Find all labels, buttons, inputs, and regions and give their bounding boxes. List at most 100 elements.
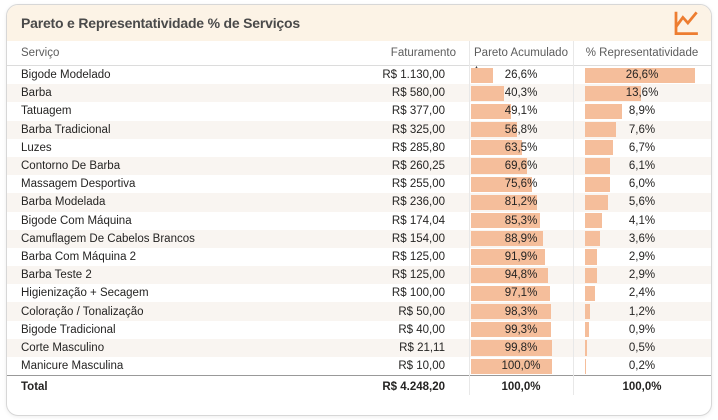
- revenue-cell: R$ 154,00: [391, 232, 445, 245]
- table-row[interactable]: Barba Modelada R$ 236,00 81,2% 5,6%: [7, 193, 711, 212]
- share-data-bar: [585, 358, 586, 374]
- table-row[interactable]: Luzes R$ 285,80 63,5% 6,7%: [7, 139, 711, 157]
- pareto-cell: 88,9%: [469, 230, 573, 248]
- pareto-cell: 56,8%: [469, 121, 573, 139]
- revenue-cell: R$ 100,00: [391, 287, 445, 300]
- pareto-value: 94,8%: [504, 269, 538, 282]
- column-header-revenue[interactable]: Faturamento: [390, 47, 456, 59]
- revenue-cell: R$ 174,04: [391, 214, 445, 227]
- revenue-cell: R$ 580,00: [391, 87, 445, 100]
- share-cell: 1,2%: [573, 302, 711, 320]
- total-pareto-value: 100,0%: [501, 380, 541, 393]
- pareto-cell: 99,3%: [469, 321, 573, 339]
- table-row[interactable]: Bigode Com Máquina R$ 174,04 85,3% 4,1%: [7, 212, 711, 230]
- table-row[interactable]: Camuflagem De Cabelos Brancos R$ 154,00 …: [7, 229, 711, 248]
- table-row[interactable]: Corte Masculino R$ 21,11 99,8% 0,5%: [7, 338, 711, 357]
- pareto-cell: 85,3%: [469, 212, 573, 230]
- share-data-bar: [585, 303, 590, 320]
- pareto-cell: 40,3%: [469, 84, 573, 102]
- pareto-cell: 98,3%: [469, 302, 573, 320]
- pareto-cell: 94,8%: [469, 266, 573, 284]
- share-data-bar: [585, 85, 642, 101]
- service-cell: Higienização + Secagem: [21, 287, 149, 300]
- share-data-bar: [585, 176, 610, 192]
- table-row[interactable]: Barba Teste 2 R$ 125,00 94,8% 2,9%: [7, 266, 711, 285]
- share-data-bar: [585, 140, 613, 156]
- share-value: 8,9%: [628, 105, 656, 118]
- share-value: 3,6%: [628, 232, 656, 245]
- share-value: 6,1%: [628, 160, 656, 173]
- pareto-value: 100,0%: [501, 360, 541, 373]
- share-value: 2,9%: [628, 250, 656, 263]
- pareto-value: 63,5%: [504, 141, 538, 154]
- share-cell: 8,9%: [573, 102, 711, 120]
- pareto-value: 26,6%: [504, 69, 538, 82]
- column-header-share[interactable]: % Representatividade: [585, 47, 699, 59]
- share-cell: 4,1%: [573, 212, 711, 230]
- share-value: 7,6%: [628, 123, 656, 136]
- total-row: Total R$ 4.248,20 100,0% 100,0%: [7, 375, 711, 397]
- service-cell: Barba Modelada: [21, 196, 106, 209]
- table-row[interactable]: Barba R$ 580,00 40,3% 13,6%: [7, 84, 711, 103]
- service-cell: Manicure Masculina: [21, 360, 124, 373]
- pareto-data-bar: [471, 231, 543, 247]
- table-row[interactable]: Tatuagem R$ 377,00 49,1% 8,9%: [7, 102, 711, 120]
- table-row[interactable]: Coloração / Tonalização R$ 50,00 98,3% 1…: [7, 302, 711, 321]
- column-header-service[interactable]: Serviço: [21, 47, 60, 59]
- title-bar: Pareto e Representatividade % de Serviço…: [7, 5, 711, 41]
- pareto-data-bar: [471, 267, 548, 283]
- share-cell: 6,1%: [573, 157, 711, 175]
- pareto-cell: 49,1%: [469, 102, 573, 120]
- pareto-data-bar: [471, 140, 523, 156]
- share-cell: 2,9%: [573, 266, 711, 284]
- share-data-bar: [585, 122, 617, 138]
- revenue-cell: R$ 125,00: [391, 250, 445, 263]
- table-row[interactable]: Contorno De Barba R$ 260,25 69,6% 6,1%: [7, 156, 711, 176]
- table-row[interactable]: Bigode Tradicional R$ 40,00 99,3% 0,9%: [7, 321, 711, 339]
- column-header-pareto[interactable]: Pareto Acumulado ▲: [469, 41, 573, 72]
- pareto-data-bar: [471, 85, 504, 101]
- service-cell: Barba Com Máquina 2: [21, 250, 137, 263]
- table-row[interactable]: Manicure Masculina R$ 10,00 100,0% 0,2%: [7, 357, 711, 375]
- pareto-data-bar: [471, 285, 550, 301]
- service-cell: Barba: [21, 87, 52, 100]
- share-data-bar: [585, 67, 695, 83]
- pareto-value: 97,1%: [504, 287, 538, 300]
- revenue-cell: R$ 10,00: [398, 360, 445, 373]
- pareto-cell: 91,9%: [469, 248, 573, 266]
- share-data-bar: [585, 158, 611, 174]
- pareto-cell: 69,6%: [469, 157, 573, 175]
- table-row[interactable]: Higienização + Secagem R$ 100,00 97,1% 2…: [7, 284, 711, 302]
- table-row[interactable]: Bigode Modelado R$ 1.130,00 26,6% 26,6%: [7, 66, 711, 84]
- share-cell: 6,7%: [573, 139, 711, 157]
- table-header-row: Serviço Faturamento Pareto Acumulado ▲ %…: [7, 41, 711, 72]
- share-data-bar: [585, 285, 595, 301]
- share-cell: 2,4%: [573, 284, 711, 302]
- share-data-bar: [585, 340, 588, 356]
- total-pareto: 100,0%: [469, 376, 573, 397]
- share-cell: 0,5%: [573, 339, 711, 357]
- pareto-data-bar: [471, 322, 552, 338]
- pareto-data-bar: [471, 340, 552, 356]
- table-row[interactable]: Massagem Desportiva R$ 255,00 75,6% 6,0%: [7, 175, 711, 193]
- total-share-value: 100,0%: [622, 380, 662, 393]
- share-value: 6,7%: [628, 141, 656, 154]
- share-cell: 2,9%: [573, 248, 711, 266]
- pareto-data-bar: [471, 194, 537, 210]
- pareto-data-bar: [471, 158, 528, 174]
- pareto-value: 75,6%: [504, 178, 538, 191]
- total-share: 100,0%: [573, 376, 711, 397]
- table-row[interactable]: Barba Tradicional R$ 325,00 56,8% 7,6%: [7, 120, 711, 139]
- revenue-cell: R$ 377,00: [391, 105, 445, 118]
- total-label: Total: [21, 380, 48, 393]
- revenue-cell: R$ 260,25: [391, 160, 445, 173]
- share-value: 6,0%: [628, 178, 656, 191]
- table-body: Bigode Modelado R$ 1.130,00 26,6% 26,6% …: [7, 66, 711, 375]
- pareto-data-bar: [471, 103, 511, 120]
- pareto-value: 99,3%: [504, 323, 538, 336]
- revenue-cell: R$ 1.130,00: [382, 69, 445, 82]
- pareto-cell: 99,8%: [469, 339, 573, 357]
- table-row[interactable]: Barba Com Máquina 2 R$ 125,00 91,9% 2,9%: [7, 248, 711, 266]
- service-cell: Camuflagem De Cabelos Brancos: [21, 232, 195, 245]
- pareto-value: 85,3%: [504, 214, 538, 227]
